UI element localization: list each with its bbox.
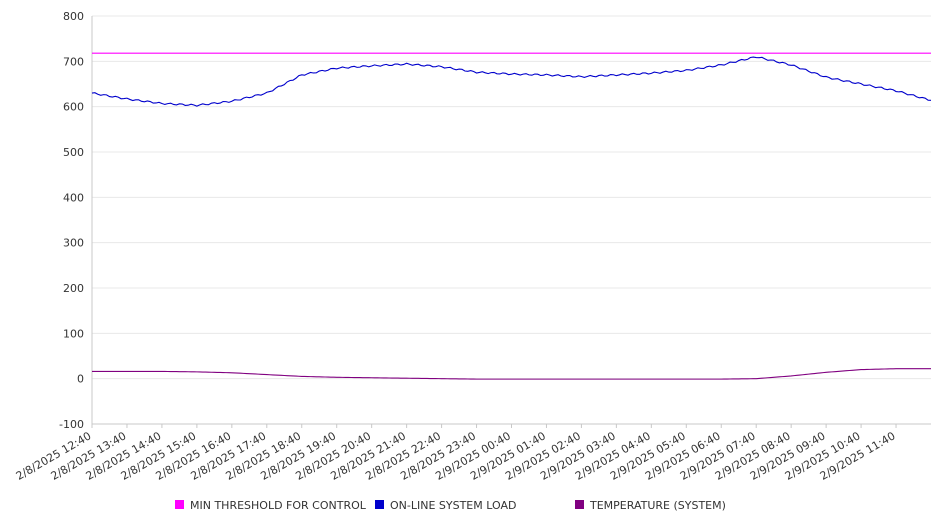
y-tick-label: 500 [63, 146, 84, 159]
y-tick-label: 400 [63, 191, 84, 204]
legend-swatch-on-line-system-load [375, 500, 384, 509]
y-tick-label: 100 [63, 327, 84, 340]
y-tick-label: 800 [63, 10, 84, 23]
legend: MIN THRESHOLD FOR CONTROL ON-LINE SYSTEM … [175, 499, 726, 512]
x-tick-labels: 2/8/2025 12:402/8/2025 13:402/8/2025 14:… [14, 429, 898, 483]
y-tick-label: 600 [63, 101, 84, 114]
y-tick-label: -100 [59, 418, 84, 431]
legend-swatch-min-threshold-for-control [175, 500, 184, 509]
series-lines [91, 52, 932, 380]
y-tick-label: 200 [63, 282, 84, 295]
y-tick-label: 300 [63, 237, 84, 250]
legend-swatch-temperature-system [575, 500, 584, 509]
grid-lines [92, 15, 931, 425]
legend-label-on-line-system-load: ON-LINE SYSTEM LOAD [390, 499, 516, 512]
y-tick-label: 0 [77, 373, 84, 386]
y-tick-labels: -100 0 100 200 300 400 500 600 700 800 [59, 10, 84, 431]
axes [91, 16, 931, 428]
y-tick-label: 700 [63, 55, 84, 68]
series-line-on-line-system-load [91, 56, 932, 107]
series-line-temperature-system [92, 368, 931, 380]
legend-label-temperature-system: TEMPERATURE (SYSTEM) [589, 499, 726, 512]
legend-label-min-threshold-for-control: MIN THRESHOLD FOR CONTROL [190, 499, 367, 512]
